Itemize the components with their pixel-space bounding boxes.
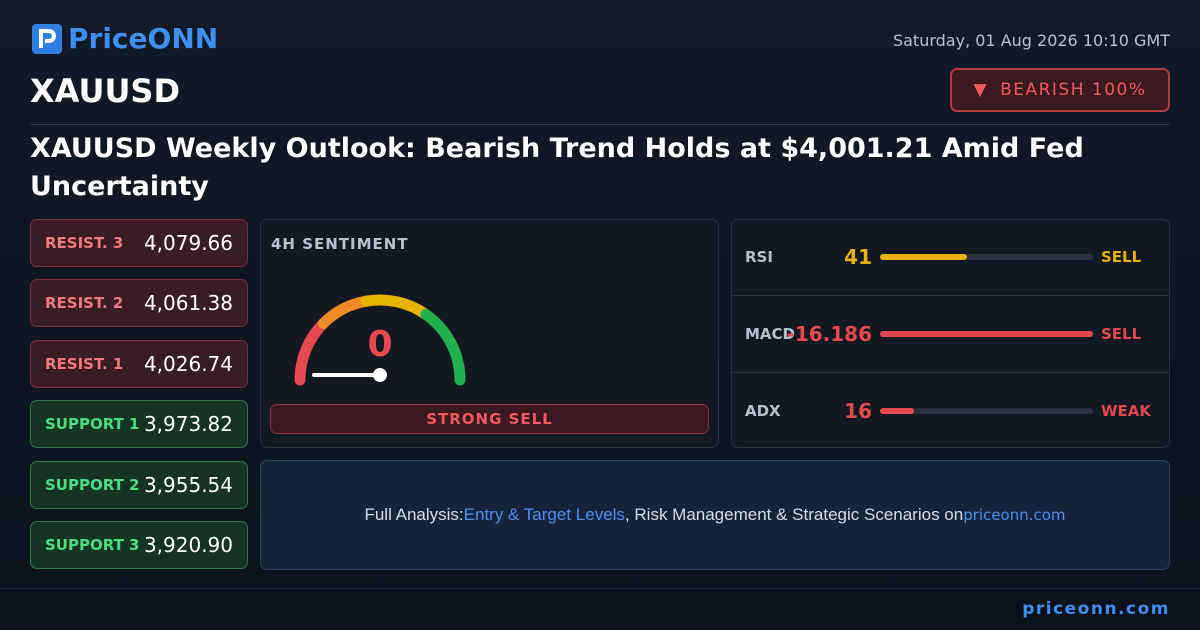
indicator-signal: SELL — [1101, 248, 1142, 266]
trend-badge: ▼ BEARISH 100% — [950, 68, 1170, 112]
indicator-signal: SELL — [1101, 325, 1142, 343]
level-price: 3,955.54 — [143, 472, 233, 497]
cta-site[interactable]: priceonn.com — [963, 506, 1066, 524]
indicator-value: 16 — [844, 399, 872, 423]
level-box: SUPPORT 1 3,973.82 — [30, 400, 248, 449]
level-price: 4,061.38 — [143, 291, 233, 316]
bar-fill — [880, 254, 968, 260]
footer-site[interactable]: priceonn.com — [1022, 599, 1170, 619]
indicator-name: RSI — [745, 248, 773, 266]
level-label: SUPPORT 3 — [45, 536, 140, 554]
level-box: RESIST. 1 4,026.74 — [30, 339, 248, 388]
level-price: 4,079.66 — [143, 231, 233, 255]
level-box: RESIST. 3 4,079.66 — [30, 219, 248, 267]
level-label: SUPPORT 1 — [45, 415, 140, 434]
level-price: 3,973.82 — [143, 412, 233, 437]
logo-icon — [32, 24, 62, 54]
level-price: 4,026.74 — [143, 351, 233, 376]
footer-line — [0, 588, 1200, 589]
verdict: STRONG SELL — [270, 404, 709, 434]
bar-track — [880, 254, 1093, 260]
level-box: RESIST. 2 4,061.38 — [30, 279, 248, 328]
needle-hub — [373, 368, 387, 382]
level-label: RESIST. 1 — [45, 354, 124, 373]
level-box: SUPPORT 2 3,955.54 — [30, 460, 248, 509]
cta-banner: Full Analysis: Entry & Target Levels, Ri… — [260, 460, 1170, 570]
symbol: XAUUSD — [30, 72, 181, 110]
bar-fill — [880, 331, 1093, 337]
cta-text: Full Analysis: — [364, 505, 464, 524]
badge-text: BEARISH 100% — [1000, 80, 1147, 100]
level-box: SUPPORT 3 3,920.90 — [30, 521, 248, 569]
level-label: SUPPORT 2 — [45, 475, 140, 494]
sentiment-title: 4H SENTIMENT — [271, 235, 409, 253]
down-arrow: ▼ — [973, 80, 989, 100]
indicator-value: 41 — [844, 245, 872, 269]
indicator-signal: WEAK — [1101, 402, 1152, 420]
indicator-name: ADX — [745, 402, 781, 420]
bar-fill — [880, 408, 915, 414]
cta-link[interactable]: Entry & Target Levels — [463, 505, 625, 524]
level-label: RESIST. 2 — [45, 294, 124, 313]
headline: XAUUSD Weekly Outlook: Bearish Trend Hol… — [30, 133, 1084, 202]
indicator-value: -16.186 — [786, 322, 872, 346]
indicator-name: MACD — [745, 325, 795, 343]
level-label: RESIST. 3 — [45, 234, 124, 252]
bar-track — [880, 408, 1093, 414]
row-divider — [732, 372, 1169, 373]
gauge-value: 0 — [367, 324, 392, 365]
cta-text: , Risk Management & Strategic Scenarios … — [624, 505, 964, 524]
brand: PriceONN — [68, 22, 219, 55]
date: Saturday, 01 Aug 2026 10:10 GMT — [892, 31, 1170, 50]
gauge: 0 — [294, 294, 466, 386]
divider — [30, 124, 1170, 125]
level-price: 3,920.90 — [143, 533, 233, 557]
row-divider — [732, 295, 1169, 296]
